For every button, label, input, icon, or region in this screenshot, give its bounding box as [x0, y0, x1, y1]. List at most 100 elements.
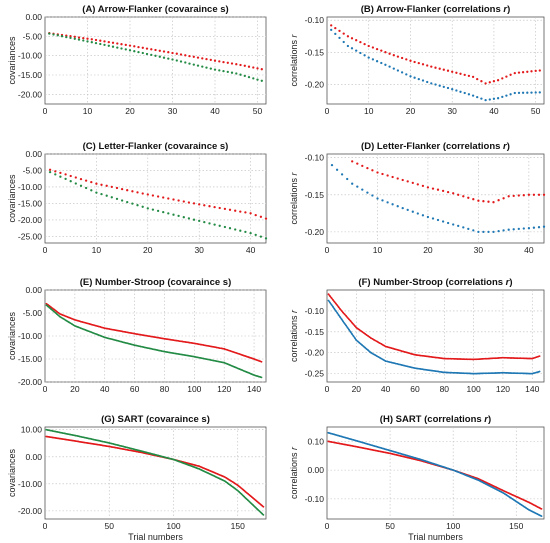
data-point [421, 63, 425, 66]
data-point [503, 371, 506, 374]
data-point [364, 333, 366, 335]
data-point [145, 346, 148, 349]
data-point [434, 83, 437, 86]
data-point [222, 60, 225, 64]
data-point [391, 203, 394, 206]
data-point [68, 321, 70, 324]
data-point [171, 352, 173, 354]
data-point [84, 321, 87, 324]
data-point [345, 315, 347, 317]
data-point [401, 206, 404, 210]
data-point [133, 332, 136, 335]
data-point [230, 350, 233, 353]
y-tick-label: 10.00 [21, 425, 43, 435]
data-point [462, 372, 465, 375]
data-point [345, 324, 347, 327]
data-point [436, 218, 440, 222]
data-point [96, 333, 99, 336]
data-point [168, 338, 170, 341]
data-point [517, 71, 521, 74]
data-point [392, 67, 395, 70]
x-tick-label: 20 [125, 106, 135, 116]
data-point [260, 511, 262, 514]
data-point [84, 329, 87, 331]
data-point [515, 357, 517, 359]
data-point [335, 168, 339, 171]
data-point [466, 358, 469, 361]
data-point [332, 305, 334, 308]
data-point [469, 372, 472, 375]
data-point [94, 38, 98, 42]
data-point [247, 65, 251, 68]
data-point [426, 80, 429, 84]
data-point [260, 376, 263, 379]
data-point [351, 321, 353, 324]
data-point [450, 371, 453, 374]
data-point [437, 370, 440, 373]
data-point [99, 326, 102, 328]
data-point [247, 356, 250, 358]
data-point [356, 185, 359, 188]
data-point [384, 63, 387, 66]
data-point [384, 345, 387, 348]
data-point [51, 309, 54, 312]
data-point [264, 217, 268, 220]
data-point [506, 357, 509, 359]
panel-title: (D) Letter-Flanker (correlations r) [361, 141, 510, 152]
data-point [240, 487, 243, 490]
y-tick-label: -0.20 [305, 227, 325, 237]
data-point [163, 350, 166, 353]
data-point [252, 66, 255, 69]
data-point [103, 40, 106, 43]
data-point [348, 318, 350, 321]
data-point [450, 357, 453, 360]
data-point [131, 190, 134, 193]
data-point [97, 334, 100, 336]
data-point [180, 340, 182, 343]
data-point [488, 81, 491, 84]
data-point [244, 490, 247, 493]
data-point [458, 358, 460, 360]
data-point [376, 171, 379, 174]
data-point [241, 369, 244, 371]
data-point [403, 351, 406, 353]
data-point [226, 61, 229, 64]
data-point [356, 327, 359, 330]
data-point [431, 217, 435, 220]
x-tick-label: 20 [406, 106, 416, 116]
data-point [254, 499, 257, 502]
data-point [82, 36, 85, 40]
data-point [69, 174, 72, 178]
data-point [521, 71, 525, 74]
data-point [103, 327, 106, 330]
data-point [74, 176, 77, 179]
data-point [150, 347, 152, 350]
data-point [184, 341, 187, 343]
data-point [518, 357, 520, 360]
data-point [527, 372, 529, 375]
data-point [439, 370, 441, 373]
data-point [440, 357, 443, 360]
data-point [77, 319, 79, 322]
data-point [467, 93, 471, 96]
data-point [229, 484, 231, 486]
data-point [524, 357, 526, 360]
data-point [421, 184, 425, 188]
data-point [220, 361, 223, 363]
data-point [252, 497, 255, 500]
data-point [158, 55, 161, 58]
data-point [99, 42, 102, 46]
data-point [74, 182, 77, 185]
data-point [163, 337, 166, 340]
data-point [150, 335, 152, 338]
data-point [71, 323, 73, 325]
data-point [485, 357, 488, 360]
data-point [497, 372, 500, 374]
data-point [513, 91, 516, 95]
x-tick-label: 0 [325, 384, 330, 394]
data-point [462, 226, 465, 229]
data-point [256, 500, 258, 503]
data-point [330, 163, 334, 167]
data-point [261, 512, 263, 515]
data-point [199, 343, 202, 346]
